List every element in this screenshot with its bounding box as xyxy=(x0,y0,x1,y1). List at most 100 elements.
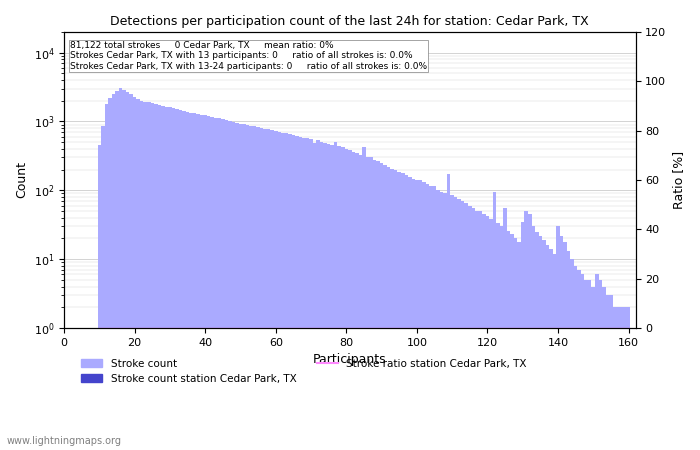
Bar xyxy=(320,142,323,450)
Bar xyxy=(454,197,457,450)
Text: 81,122 total strokes     0 Cedar Park, TX     mean ratio: 0%
Strokes Cedar Park,: 81,122 total strokes 0 Cedar Park, TX me… xyxy=(70,41,427,71)
Bar xyxy=(510,234,514,450)
Bar xyxy=(344,149,348,450)
Bar xyxy=(369,158,373,450)
Bar xyxy=(626,307,630,450)
Bar xyxy=(105,104,108,450)
Bar xyxy=(246,125,249,450)
Bar xyxy=(564,242,567,450)
Bar xyxy=(285,134,288,450)
Bar xyxy=(362,147,365,450)
Bar xyxy=(313,144,316,450)
Bar xyxy=(172,108,175,450)
Bar xyxy=(623,307,626,450)
Bar xyxy=(377,161,380,450)
Bar xyxy=(175,109,178,450)
Bar xyxy=(433,186,436,450)
Bar xyxy=(570,259,574,450)
Bar xyxy=(211,117,214,450)
Bar xyxy=(472,208,475,450)
Bar xyxy=(158,105,161,450)
Bar xyxy=(130,94,133,450)
Bar xyxy=(108,98,112,450)
Bar xyxy=(457,199,461,450)
Bar xyxy=(116,91,119,450)
Bar xyxy=(186,112,189,450)
Bar xyxy=(422,183,426,450)
Bar xyxy=(355,153,358,450)
Bar xyxy=(249,126,253,450)
Bar xyxy=(616,307,620,450)
Bar xyxy=(147,102,150,450)
Bar xyxy=(256,127,260,450)
Bar xyxy=(429,186,433,450)
Bar xyxy=(578,270,581,450)
Bar xyxy=(277,132,281,450)
Y-axis label: Ratio [%]: Ratio [%] xyxy=(672,151,685,209)
Bar xyxy=(398,172,401,450)
Bar xyxy=(465,203,468,450)
Bar xyxy=(288,135,292,450)
Bar xyxy=(299,137,302,450)
Bar xyxy=(136,99,140,450)
Bar xyxy=(119,88,122,450)
Bar xyxy=(535,232,538,450)
Bar xyxy=(450,195,454,450)
Bar xyxy=(334,142,337,450)
Bar xyxy=(479,211,482,450)
Bar xyxy=(260,128,263,450)
Bar xyxy=(302,138,306,450)
Bar xyxy=(592,287,595,450)
Bar xyxy=(521,222,524,450)
Bar xyxy=(542,240,545,450)
Bar xyxy=(193,113,197,450)
Bar xyxy=(218,118,221,450)
Bar xyxy=(133,97,136,450)
Bar xyxy=(550,249,553,450)
Bar xyxy=(281,133,285,450)
Bar xyxy=(348,150,351,450)
Bar xyxy=(620,307,623,450)
Bar xyxy=(161,106,164,450)
Bar xyxy=(606,295,609,450)
Bar xyxy=(316,140,320,450)
Bar xyxy=(232,122,235,450)
Bar xyxy=(330,145,334,450)
Bar xyxy=(221,119,225,450)
Bar xyxy=(178,110,182,450)
Bar xyxy=(270,130,274,450)
Bar xyxy=(164,107,168,450)
Bar xyxy=(380,163,384,450)
Bar xyxy=(598,280,602,450)
Bar xyxy=(214,117,218,450)
Bar xyxy=(242,124,246,450)
Bar xyxy=(295,136,299,450)
Bar xyxy=(384,165,387,450)
Bar xyxy=(468,206,472,450)
Bar xyxy=(154,104,158,450)
Bar xyxy=(408,177,412,450)
Bar xyxy=(514,238,517,450)
Bar xyxy=(419,180,422,450)
Bar xyxy=(567,251,570,450)
Bar xyxy=(595,274,598,450)
Bar xyxy=(401,173,405,450)
Bar xyxy=(412,179,415,450)
Bar xyxy=(228,121,232,450)
Bar xyxy=(274,131,277,450)
Y-axis label: Count: Count xyxy=(15,162,28,198)
Bar xyxy=(140,101,143,450)
X-axis label: Participants: Participants xyxy=(313,353,386,366)
Bar xyxy=(415,180,419,450)
Bar xyxy=(189,112,193,450)
Bar xyxy=(323,143,327,450)
Bar xyxy=(292,135,295,450)
Bar xyxy=(574,266,578,450)
Bar xyxy=(531,226,535,450)
Bar xyxy=(443,194,447,450)
Bar xyxy=(602,287,606,450)
Bar xyxy=(475,211,479,450)
Bar xyxy=(144,102,147,450)
Bar xyxy=(253,126,256,450)
Bar xyxy=(553,254,556,450)
